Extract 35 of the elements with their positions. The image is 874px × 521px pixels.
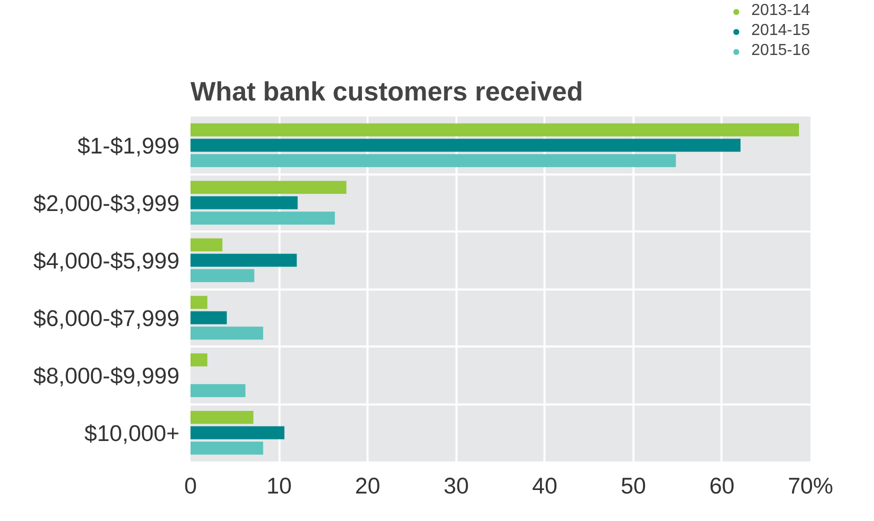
y-tick-label: $4,000-$5,999	[33, 247, 180, 274]
bar	[190, 269, 254, 282]
bar	[190, 254, 297, 267]
x-tick-label: 70%	[788, 472, 834, 498]
bar	[190, 442, 264, 455]
bar	[190, 296, 208, 309]
legend-label: 2014-15	[751, 22, 810, 40]
legend-label: 2015-16	[751, 42, 810, 60]
legend-label: 2013-14	[751, 2, 810, 20]
x-tick-label: 40	[532, 472, 558, 498]
x-tick-label: 50	[620, 472, 646, 498]
bar	[190, 353, 208, 366]
bar	[190, 212, 335, 225]
bar	[190, 410, 254, 424]
y-tick-label: $10,000+	[84, 420, 180, 446]
bar	[190, 138, 741, 152]
bar	[190, 154, 676, 168]
bar	[190, 426, 284, 440]
bar	[190, 123, 799, 136]
y-tick-label: $8,000-$9,999	[33, 362, 180, 388]
bar	[190, 311, 227, 324]
x-tick-label: 0	[184, 472, 197, 498]
y-tick-label: $2,000-$3,999	[33, 190, 180, 216]
x-tick-label: 60	[709, 472, 735, 498]
y-tick-label: $1-$1,999	[77, 132, 180, 158]
y-tick-label: $6,000-$7,999	[33, 304, 180, 331]
chart-title: What bank customers received	[190, 76, 584, 106]
bar	[190, 384, 246, 398]
bar	[190, 326, 264, 340]
bar	[190, 238, 222, 252]
x-tick-label: 10	[266, 472, 292, 498]
x-tick-label: 30	[444, 472, 469, 498]
bar	[190, 196, 298, 210]
x-tick-label: 20	[355, 472, 380, 498]
bar	[190, 180, 346, 194]
